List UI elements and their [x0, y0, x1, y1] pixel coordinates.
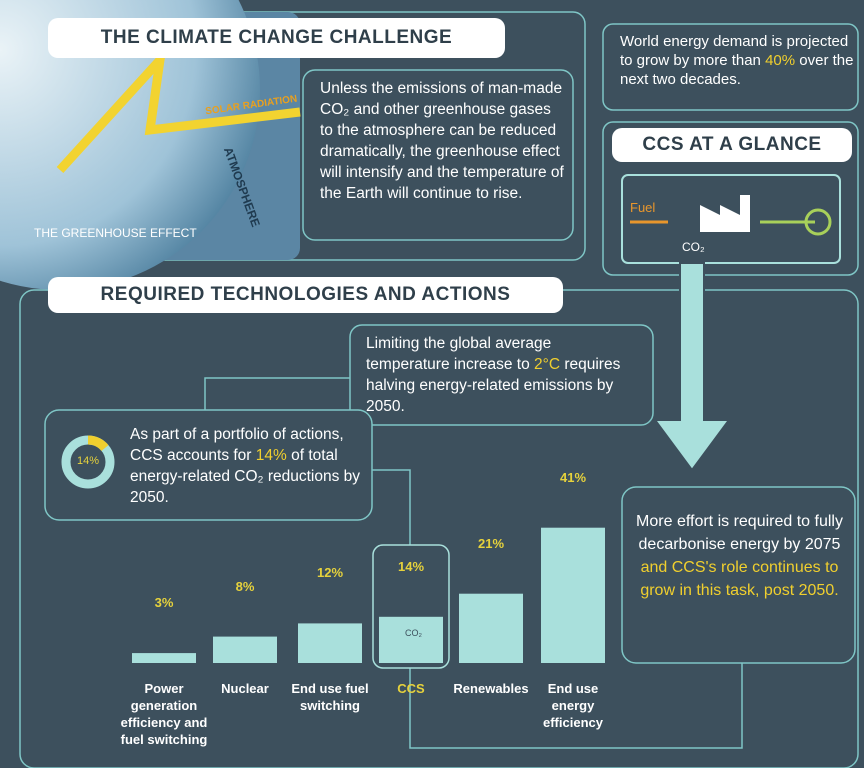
glance-panel [602, 121, 859, 276]
text: World energy demand is projected to grow… [620, 33, 854, 88]
connector [204, 377, 350, 410]
text: As part of a portfolio of actions, CCS a… [130, 426, 361, 506]
caption: THE GREENHOUSE EFFECT [34, 226, 197, 240]
ccs-diagram [621, 174, 841, 264]
demand-panel [602, 23, 859, 111]
category-label: Power generation efficiency and fuel swi… [120, 681, 208, 747]
bar [379, 616, 443, 663]
ccs-highlight [372, 544, 450, 669]
limit-box [349, 324, 654, 426]
big-arrow [653, 262, 731, 472]
text: More effort is required to fully decarbo… [636, 513, 843, 599]
donut-arc [87, 435, 109, 452]
label: CO₂ [682, 240, 705, 254]
connector [372, 469, 411, 545]
label: Fuel [630, 200, 656, 215]
value-label: 8% [235, 578, 255, 594]
value-label: 14% [397, 558, 425, 574]
portfolio-box [44, 409, 373, 521]
category-label: Renewables [453, 681, 529, 696]
power-icon [804, 208, 832, 236]
text: Limiting the global average temperature … [366, 335, 621, 415]
factory [700, 195, 750, 232]
bar [132, 653, 196, 663]
effort-box [621, 486, 856, 664]
title: THE CLIMATE CHANGE CHALLENGE [48, 18, 505, 58]
connector [409, 663, 743, 749]
title: CCS AT A GLANCE [612, 128, 852, 162]
category-label: Nuclear [221, 681, 269, 696]
text: Unless the emissions of man-made CO₂ and… [320, 80, 564, 202]
bar [213, 636, 277, 663]
value-label: 3% [154, 595, 174, 611]
value-label: 12% [316, 565, 344, 581]
category-label: CCS [397, 681, 425, 696]
title: REQUIRED TECHNOLOGIES AND ACTIONS [48, 277, 563, 313]
value-label: 41% [559, 469, 587, 485]
earth [0, 0, 260, 290]
donut-label: 14% [76, 455, 100, 467]
category-label: End use energy efficiency [543, 681, 603, 730]
radiation-arrow [56, 46, 301, 174]
label: CO₂ [405, 628, 422, 638]
bar [541, 527, 605, 663]
bar [459, 593, 523, 663]
category-label: End use fuel switching [291, 681, 369, 713]
bar [298, 623, 362, 663]
text-box [302, 69, 574, 241]
value-label: 21% [477, 535, 505, 551]
